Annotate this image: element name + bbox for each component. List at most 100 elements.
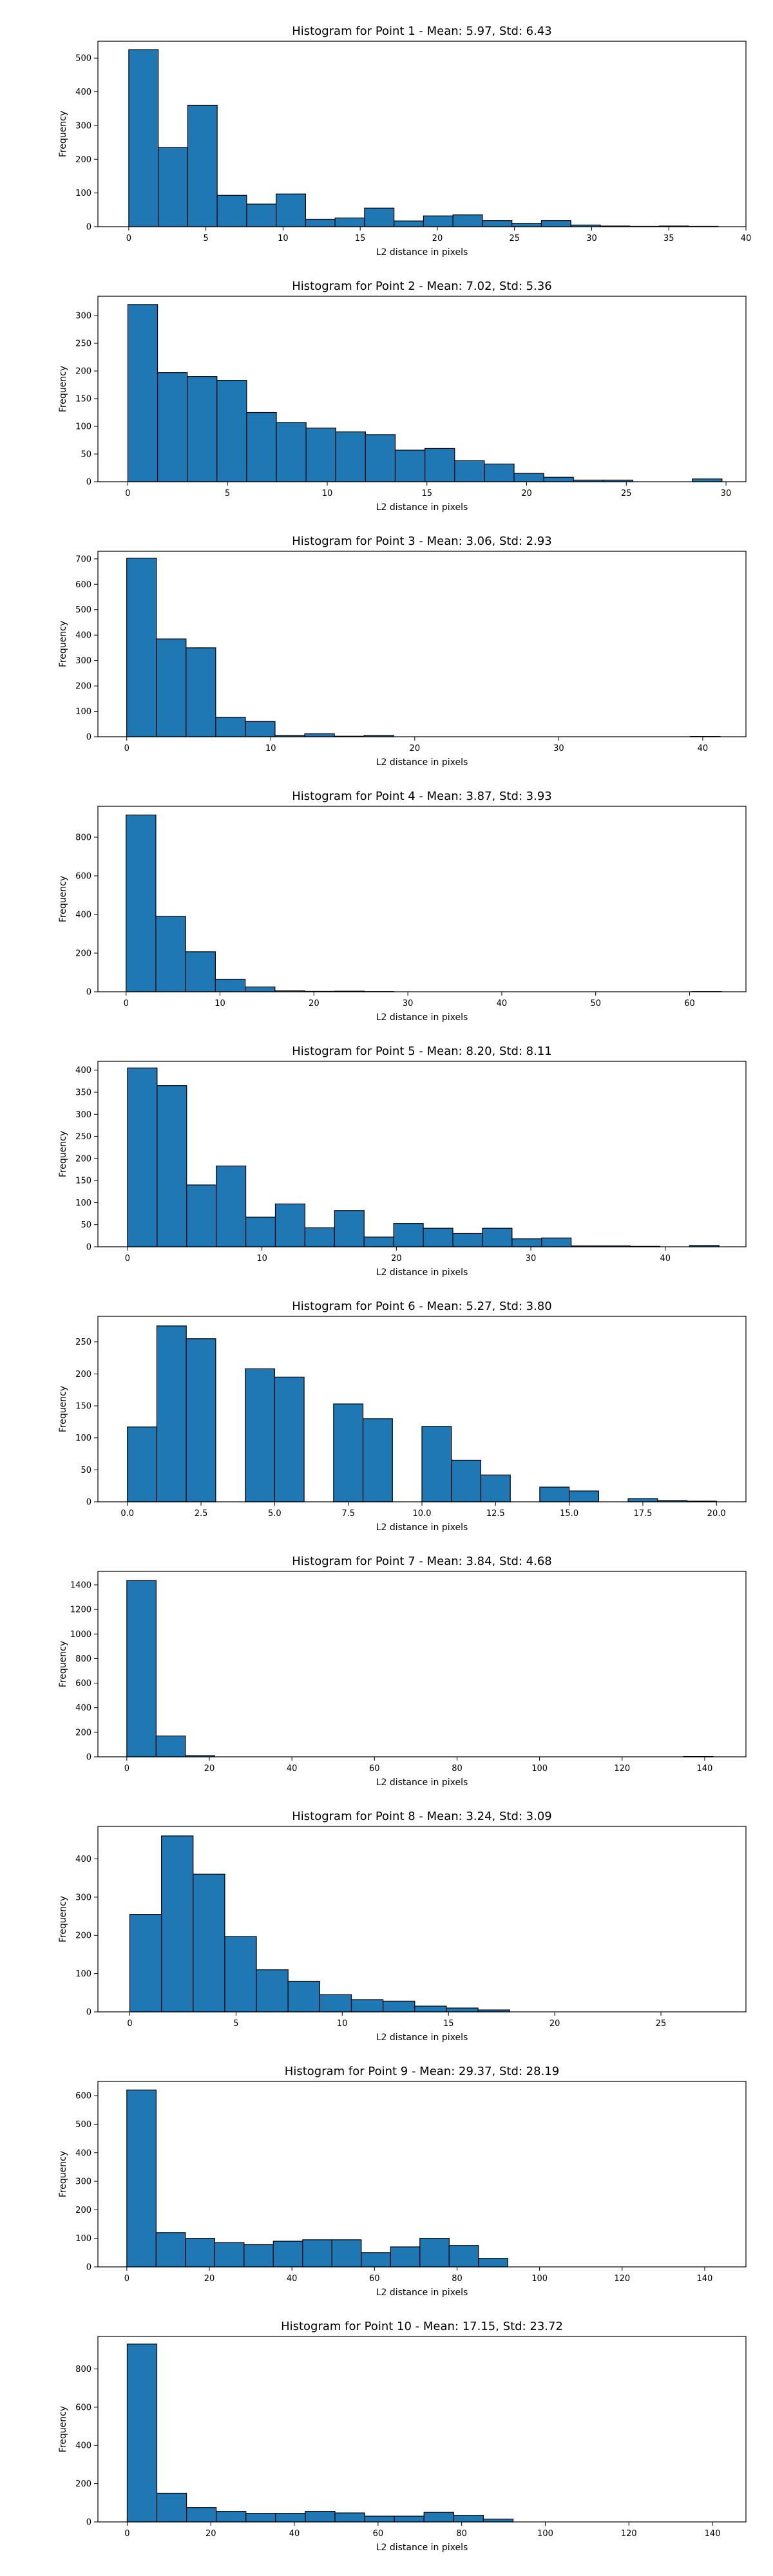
x-tick-label: 20.0 xyxy=(707,1509,726,1519)
histogram-bar xyxy=(394,2515,425,2523)
y-tick-label: 0 xyxy=(86,2263,91,2273)
histogram-bar xyxy=(186,1338,216,1502)
plot-frame xyxy=(97,296,747,482)
histogram-bar xyxy=(224,1936,257,2012)
x-tick-label: 5 xyxy=(204,234,209,243)
x-tick-label: 40 xyxy=(660,1254,671,1264)
y-tick-label: 0 xyxy=(86,478,91,488)
y-tick-label: 800 xyxy=(75,833,91,843)
y-axis-label: Frequency xyxy=(58,111,68,157)
histogram-bar xyxy=(126,2344,158,2523)
histogram-bar xyxy=(543,477,574,482)
histogram-bar xyxy=(350,1999,384,2012)
x-tick-label: 120 xyxy=(614,1764,630,1774)
histogram-bar xyxy=(484,463,515,482)
histogram-bar xyxy=(187,376,218,482)
histogram-bar xyxy=(126,2089,157,2268)
y-tick-label: 300 xyxy=(75,312,91,321)
x-tick-label: 17.5 xyxy=(633,1509,652,1519)
y-tick-label: 150 xyxy=(75,1402,91,1412)
x-tick-label: 80 xyxy=(456,2529,467,2539)
y-tick-label: 200 xyxy=(75,1728,91,1738)
x-tick-label: 40 xyxy=(698,744,709,753)
histogram-bar xyxy=(214,2242,245,2268)
histogram-bar xyxy=(334,217,365,227)
y-tick-label: 200 xyxy=(75,1370,91,1379)
histogram-bar xyxy=(448,2245,479,2268)
x-tick-label: 5 xyxy=(233,2019,238,2029)
y-axis-label: Frequency xyxy=(58,366,68,412)
x-axis-label: L2 distance in pixels xyxy=(376,1267,468,1278)
histogram-bar xyxy=(186,2507,217,2523)
x-tick-label: 40 xyxy=(497,999,508,1009)
histogram-bar xyxy=(274,1203,306,1247)
histogram-panel: Histogram for Point 9 - Mean: 29.37, Std… xyxy=(58,2065,747,2298)
y-tick-label: 500 xyxy=(75,54,91,64)
histogram-bar xyxy=(482,220,513,227)
x-tick-label: 40 xyxy=(289,2529,300,2539)
y-tick-label: 250 xyxy=(75,339,91,349)
x-tick-label: 20 xyxy=(204,1764,215,1774)
histogram-bar xyxy=(305,218,336,227)
histogram-bar xyxy=(127,1426,158,1502)
x-tick-label: 10 xyxy=(322,489,333,498)
x-tick-label: 140 xyxy=(705,2529,721,2539)
histogram-bar xyxy=(482,2518,514,2523)
y-tick-label: 1200 xyxy=(70,1605,91,1615)
x-tick-label: 30 xyxy=(403,999,414,1009)
histogram-bar xyxy=(453,2515,484,2523)
histogram-bar xyxy=(361,2252,391,2268)
y-tick-label: 300 xyxy=(75,2177,91,2187)
y-tick-label: 200 xyxy=(75,367,91,377)
histogram-bar xyxy=(425,448,455,482)
x-axis-label: L2 distance in pixels xyxy=(376,1777,468,1788)
x-tick-label: 10.0 xyxy=(413,1509,432,1519)
y-tick-label: 50 xyxy=(81,1220,91,1230)
histogram-bar xyxy=(539,1486,570,1502)
y-tick-label: 400 xyxy=(75,1066,91,1075)
x-tick-label: 25 xyxy=(621,489,632,498)
histogram-bar xyxy=(276,422,307,482)
histogram-bar xyxy=(334,1210,365,1247)
histogram-bar xyxy=(331,2239,362,2268)
y-tick-label: 0 xyxy=(86,1243,91,1253)
chart-title: Histogram for Point 7 - Mean: 3.84, Std:… xyxy=(292,1555,552,1568)
histogram-bar xyxy=(129,1913,162,2012)
histogram-bar xyxy=(304,733,335,737)
x-tick-label: 100 xyxy=(531,1764,548,1774)
histogram-bar xyxy=(363,1236,394,1247)
histogram-bar xyxy=(364,207,395,227)
histogram-bar xyxy=(245,986,276,992)
x-tick-label: 20 xyxy=(549,2019,560,2029)
y-tick-label: 200 xyxy=(75,949,91,959)
x-axis-label: L2 distance in pixels xyxy=(376,2287,468,2298)
histogram-bar xyxy=(394,220,424,227)
histogram-bar xyxy=(275,2513,306,2523)
histogram-panel: Histogram for Point 7 - Mean: 3.84, Std:… xyxy=(58,1555,747,1788)
histogram-bar xyxy=(215,717,246,737)
x-tick-label: 0 xyxy=(124,2274,129,2284)
histogram-bar xyxy=(419,2238,450,2268)
y-tick-label: 500 xyxy=(75,605,91,615)
x-axis-label: L2 distance in pixels xyxy=(376,502,468,513)
x-tick-label: 30 xyxy=(553,744,564,753)
y-axis-label: Frequency xyxy=(58,2151,68,2197)
histogram-panel: Histogram for Point 3 - Mean: 3.06, Std:… xyxy=(58,535,747,768)
y-tick-label: 200 xyxy=(75,1154,91,1164)
histogram-bar xyxy=(511,1238,542,1247)
x-tick-label: 140 xyxy=(697,2274,713,2284)
histogram-bar xyxy=(128,49,159,227)
histogram-bar xyxy=(541,1237,572,1247)
y-tick-label: 400 xyxy=(75,2148,91,2158)
histogram-bar xyxy=(452,1233,483,1247)
histogram-bar xyxy=(333,1403,364,1502)
y-tick-label: 600 xyxy=(75,872,91,882)
x-tick-label: 0 xyxy=(126,234,131,243)
y-axis-label: Frequency xyxy=(58,1386,68,1432)
histogram-panel: Histogram for Point 6 - Mean: 5.27, Std:… xyxy=(58,1300,747,1533)
histogram-bar xyxy=(127,1067,158,1247)
y-tick-label: 100 xyxy=(75,707,91,717)
x-tick-label: 10 xyxy=(265,744,276,753)
x-tick-label: 80 xyxy=(452,1764,463,1774)
